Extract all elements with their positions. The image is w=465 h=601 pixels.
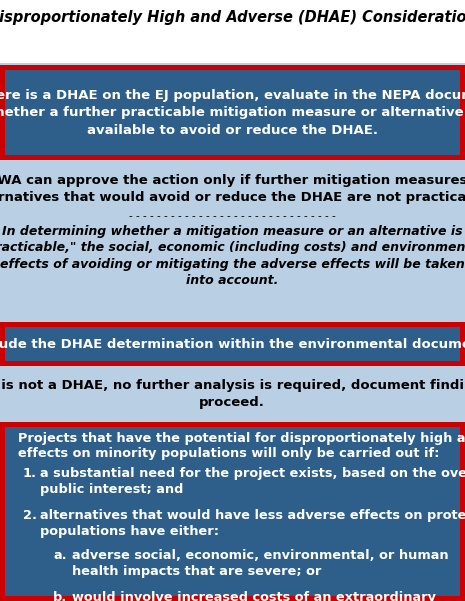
Bar [0, 422, 465, 601]
Bar [5, 70, 460, 155]
Text: alternatives that would avoid or reduce the DHAE are not practicable.: alternatives that would avoid or reduce … [0, 191, 465, 204]
Text: FHWA can approve the action only if further mitigation measures or: FHWA can approve the action only if furt… [0, 174, 465, 187]
Bar [5, 427, 460, 596]
Text: would involve increased costs of an extraordinary
magnitude.: would involve increased costs of an extr… [72, 591, 436, 601]
Text: 2.: 2. [23, 509, 37, 522]
Text: If there is a DHAE on the EJ population, evaluate in the NEPA document
whether a: If there is a DHAE on the EJ population,… [0, 88, 465, 136]
Text: Disproportionately High and Adverse (DHAE) Consideration: Disproportionately High and Adverse (DHA… [0, 10, 465, 25]
Text: Projects that have the potential for disproportionately high and adverse: Projects that have the potential for dis… [18, 432, 465, 445]
Text: - - - - - - - - - - - - - - - - - - - - - - - - - - - - - -: - - - - - - - - - - - - - - - - - - - - … [129, 211, 335, 221]
Text: alternatives that would have less adverse effects on protected
populations have : alternatives that would have less advers… [40, 509, 465, 538]
Text: a substantial need for the project exists, based on the overall
public interest;: a substantial need for the project exist… [40, 467, 465, 496]
Text: In determining whether a mitigation measure or an alternative is
"practicable," : In determining whether a mitigation meas… [0, 225, 465, 287]
Bar [0, 322, 465, 366]
Bar [0, 368, 465, 420]
Text: effects on minority populations will only be carried out if:: effects on minority populations will onl… [18, 447, 439, 460]
Text: b.: b. [53, 591, 67, 601]
Bar [0, 0, 465, 63]
Text: If there is not a DHAE, no further analysis is required, document findings and
p: If there is not a DHAE, no further analy… [0, 379, 465, 409]
Text: Include the DHAE determination within the environmental document.: Include the DHAE determination within th… [0, 338, 465, 350]
Bar [0, 162, 465, 320]
Bar [0, 65, 465, 160]
Text: adverse social, economic, environmental, or human
health impacts that are severe: adverse social, economic, environmental,… [72, 549, 449, 579]
Text: a.: a. [53, 549, 66, 562]
Text: 1.: 1. [23, 467, 37, 480]
Bar [5, 327, 460, 361]
